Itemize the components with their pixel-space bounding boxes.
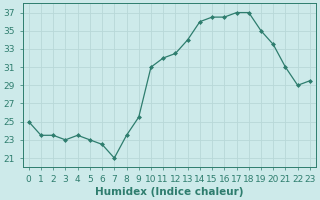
X-axis label: Humidex (Indice chaleur): Humidex (Indice chaleur) [95, 187, 244, 197]
